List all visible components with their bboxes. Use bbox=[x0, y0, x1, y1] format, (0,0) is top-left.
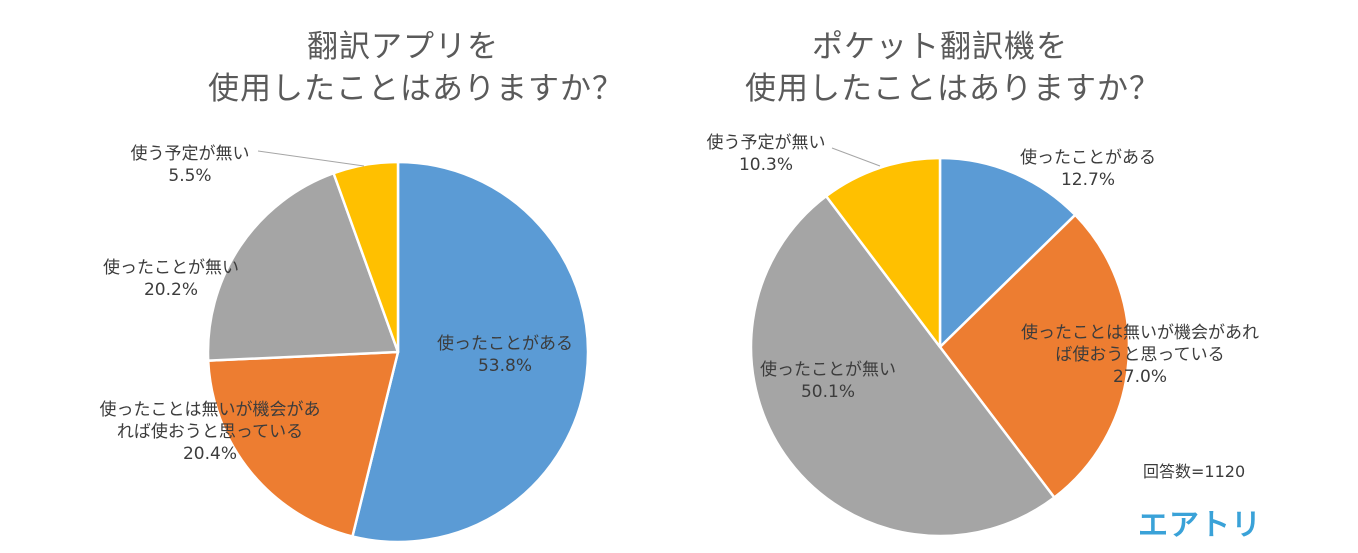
data-label-category: 使ったことは無いが機会があれ bbox=[1021, 323, 1259, 343]
chart-title-line: 翻訳アプリを bbox=[307, 29, 499, 65]
chart-title: 翻訳アプリを 使用したことはありますか？ bbox=[208, 26, 624, 110]
data-label-category: 使う予定が無い bbox=[706, 133, 826, 153]
data-label: 使ったことは無いが機会があれ ば使おうと思っている 27.0% bbox=[1021, 322, 1259, 388]
data-label-value: 10.3% bbox=[738, 155, 793, 175]
data-label: 使ったことが無い 50.1% bbox=[760, 359, 896, 403]
pie-slice bbox=[332, 160, 400, 354]
data-label-value: 50.1% bbox=[800, 382, 855, 402]
data-label-category: 使ったことは無いが機会があ bbox=[99, 400, 321, 420]
respondent-count: 回答数=1120 bbox=[1143, 462, 1246, 481]
data-label-category: 使う予定が無い bbox=[130, 144, 250, 164]
data-label: 使ったことがある 53.8% bbox=[437, 333, 573, 377]
brand-logo: エアトリ bbox=[1138, 508, 1262, 543]
chart-title-line: 使用したことはありますか？ bbox=[208, 71, 624, 107]
data-label: 使ったことがある 12.7% bbox=[1020, 147, 1156, 191]
data-label-category: れば使おうと思っている bbox=[116, 422, 304, 442]
pie-slice bbox=[206, 350, 400, 538]
leader-line bbox=[257, 150, 365, 167]
data-label-category: 使ったことがある bbox=[437, 334, 573, 354]
data-label: 使ったことが無い 20.2% bbox=[103, 257, 239, 301]
data-label-value: 12.7% bbox=[1060, 170, 1115, 190]
data-label: 使う予定が無い 5.5% bbox=[131, 143, 250, 187]
pie-slice bbox=[351, 160, 590, 544]
data-label-value: 53.8% bbox=[477, 356, 532, 376]
chart-title: ポケット翻訳機を 使用したことはありますか？ bbox=[745, 26, 1161, 110]
data-label-category: 使ったことがある bbox=[1020, 148, 1156, 168]
data-label-category: 使ったことが無い bbox=[103, 258, 239, 278]
data-label-category: 使ったことが無い bbox=[760, 360, 896, 380]
leader-line bbox=[831, 147, 881, 167]
chart-title-line: ポケット翻訳機を bbox=[812, 29, 1068, 65]
data-label-category: ば使おうと思っている bbox=[1055, 345, 1225, 365]
pie-slice bbox=[938, 213, 1131, 499]
pie-slice bbox=[206, 172, 400, 362]
data-label-value: 5.5% bbox=[168, 166, 212, 186]
pie-slice bbox=[824, 156, 942, 349]
data-label-value: 20.2% bbox=[143, 280, 198, 300]
data-label-value: 20.4% bbox=[182, 444, 237, 464]
data-label: 使う予定が無い 10.3% bbox=[707, 132, 826, 176]
pie-slice bbox=[750, 194, 1056, 538]
data-label: 使ったことは無いが機会があ れば使おうと思っている 20.4% bbox=[100, 399, 321, 465]
chart-title-line: 使用したことはありますか？ bbox=[745, 71, 1161, 107]
pie-slice bbox=[938, 156, 1077, 349]
data-label-value: 27.0% bbox=[1112, 367, 1167, 387]
